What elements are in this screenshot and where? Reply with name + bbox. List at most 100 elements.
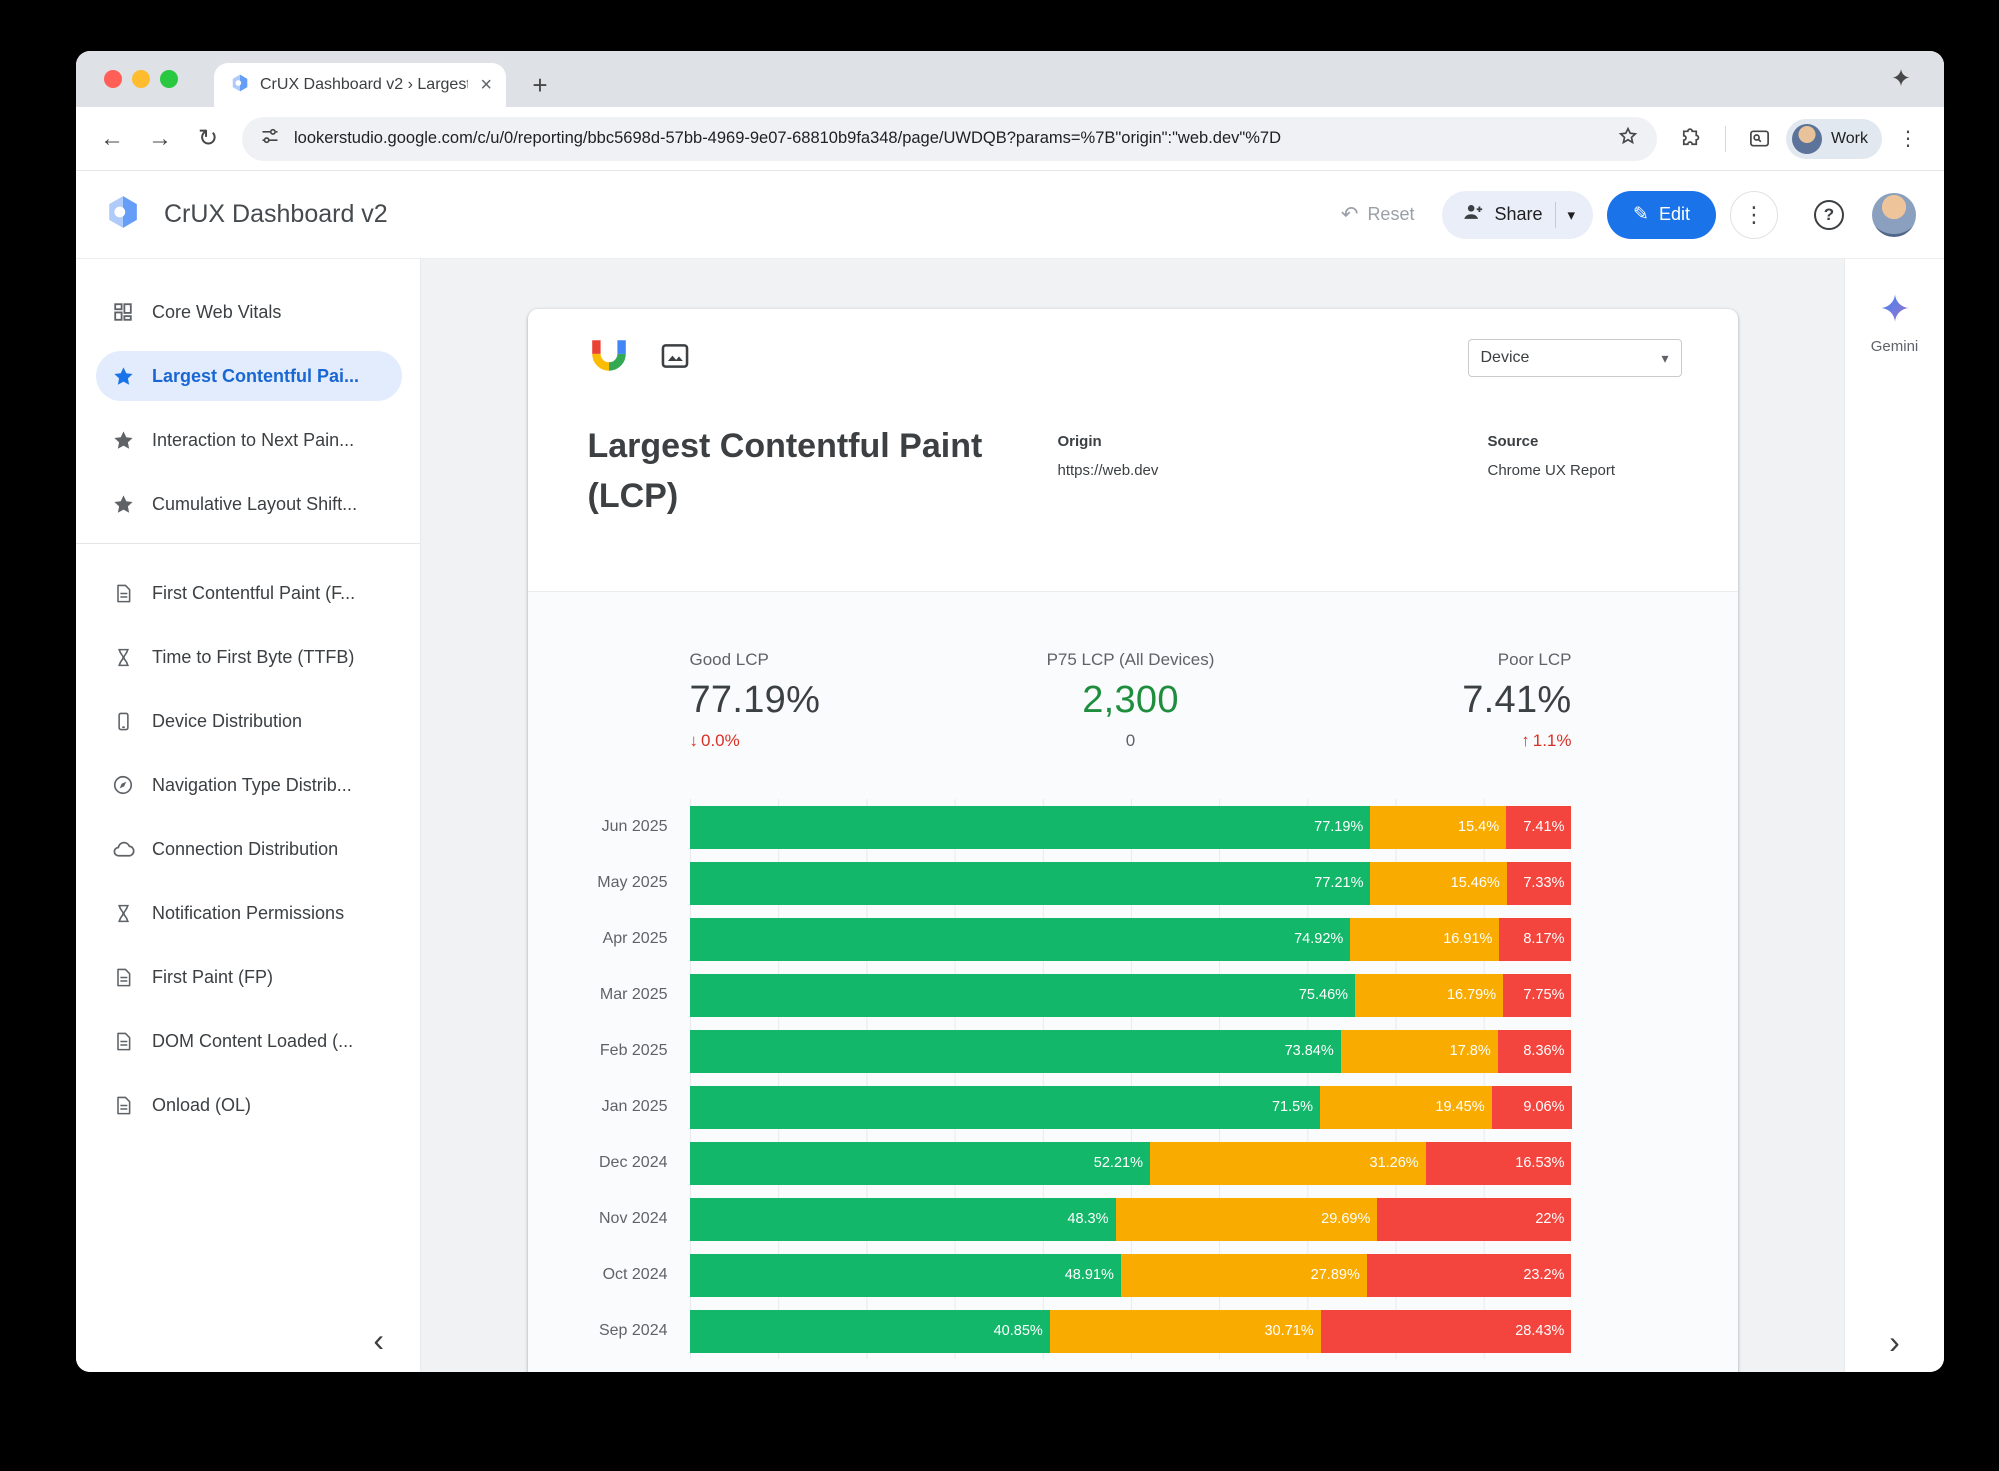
share-caret-icon[interactable]: ▾ bbox=[1567, 206, 1576, 224]
bar-segment-poor[interactable]: 23.2% bbox=[1366, 1253, 1572, 1297]
bar-segment-needs-improvement[interactable]: 31.26% bbox=[1149, 1141, 1426, 1185]
bar-track: 71.5% 19.45% 9.06% bbox=[689, 1085, 1572, 1129]
origin-block: Origin https://web.dev bbox=[1058, 421, 1488, 521]
bar-value-label: 7.33% bbox=[1523, 875, 1565, 891]
gemini-icon[interactable] bbox=[1880, 293, 1910, 328]
sidebar-item[interactable]: First Contentful Paint (F... bbox=[96, 568, 402, 618]
bar-segment-poor[interactable]: 16.53% bbox=[1425, 1141, 1572, 1185]
bar-segment-poor[interactable]: 8.17% bbox=[1499, 917, 1572, 961]
sidebar-item[interactable]: Notification Permissions bbox=[96, 888, 402, 938]
bar-segment-good[interactable]: 77.19% bbox=[689, 805, 1371, 849]
back-button[interactable]: ← bbox=[100, 124, 124, 152]
window-controls bbox=[104, 70, 178, 88]
bar-segment-poor[interactable]: 7.41% bbox=[1506, 805, 1572, 849]
bar-segment-needs-improvement[interactable]: 19.45% bbox=[1320, 1085, 1492, 1129]
bar-segment-poor[interactable]: 7.75% bbox=[1503, 973, 1572, 1017]
bar-segment-needs-improvement[interactable]: 27.89% bbox=[1120, 1253, 1367, 1297]
account-avatar[interactable] bbox=[1872, 192, 1916, 237]
bar-segment-poor[interactable]: 8.36% bbox=[1497, 1029, 1572, 1073]
bar-segment-needs-improvement[interactable]: 15.46% bbox=[1370, 861, 1507, 905]
bar-segment-good[interactable]: 52.21% bbox=[689, 1141, 1150, 1185]
bar-segment-good[interactable]: 77.21% bbox=[689, 861, 1371, 905]
bar-value-label: 74.92% bbox=[1294, 931, 1344, 947]
bar-segment-good[interactable]: 75.46% bbox=[689, 973, 1356, 1017]
sidebar-item[interactable]: Core Web Vitals bbox=[96, 287, 402, 337]
url-bar[interactable]: lookerstudio.google.com/c/u/0/reporting/… bbox=[242, 116, 1657, 161]
bar-segment-needs-improvement[interactable]: 29.69% bbox=[1115, 1197, 1378, 1241]
bar-track: 77.19% 15.4% 7.41% bbox=[689, 805, 1572, 849]
sidebar-item[interactable]: Navigation Type Distrib... bbox=[96, 760, 402, 810]
scorecard-label: P75 LCP (All Devices) bbox=[1046, 650, 1215, 669]
sidebar-item[interactable]: First Paint (FP) bbox=[96, 952, 402, 1002]
sidebar-item[interactable]: Cumulative Layout Shift... bbox=[96, 479, 402, 529]
browser-menu-kebab-icon[interactable]: ⋮ bbox=[1898, 128, 1918, 150]
dropdown-caret-icon: ▾ bbox=[1661, 349, 1669, 366]
edit-button[interactable]: ✎ Edit bbox=[1607, 190, 1716, 239]
bar-segment-poor[interactable]: 7.33% bbox=[1506, 861, 1572, 905]
doc-icon bbox=[111, 1093, 135, 1117]
gemini-rail: Gemini › bbox=[1844, 259, 1944, 1372]
bar-segment-good[interactable]: 73.84% bbox=[689, 1029, 1341, 1073]
bar-segment-good[interactable]: 74.92% bbox=[689, 917, 1351, 961]
site-info-icon[interactable] bbox=[260, 126, 280, 151]
chart-row: Sep 2024 40.85% 30.71% 28.43% bbox=[599, 1303, 1572, 1359]
category-label: Feb 2025 bbox=[599, 1042, 668, 1059]
scorecard-delta: ↑ 1.1% bbox=[1521, 731, 1572, 750]
category-label: Sep 2024 bbox=[598, 1322, 668, 1339]
new-tab-button[interactable]: + bbox=[532, 70, 548, 100]
star-icon bbox=[111, 428, 135, 452]
reset-button[interactable]: ↶ Reset bbox=[1340, 203, 1415, 226]
profile-chip[interactable]: Work bbox=[1785, 118, 1882, 159]
extensions-icon[interactable] bbox=[1669, 117, 1713, 161]
bar-value-label: 28.43% bbox=[1515, 1323, 1565, 1339]
sidebar-item[interactable]: Onload (OL) bbox=[96, 1080, 402, 1130]
app-title: CrUX Dashboard v2 bbox=[164, 200, 388, 228]
bar-track: 40.85% 30.71% 28.43% bbox=[689, 1309, 1572, 1353]
bar-segment-needs-improvement[interactable]: 16.79% bbox=[1355, 973, 1504, 1017]
bar-segment-needs-improvement[interactable]: 16.91% bbox=[1350, 917, 1500, 961]
bar-value-label: 7.75% bbox=[1523, 987, 1565, 1003]
lcp-stacked-bar-chart: Jun 2025 77.19% 15.4% 7.41% May 2025 77.21% 15… bbox=[528, 799, 1738, 1372]
bar-segment-needs-improvement[interactable]: 17.8% bbox=[1340, 1029, 1498, 1073]
bar-segment-needs-improvement[interactable]: 15.4% bbox=[1370, 805, 1507, 849]
looker-studio-logo[interactable] bbox=[104, 193, 142, 236]
bar-segment-poor[interactable]: 22% bbox=[1377, 1197, 1572, 1241]
bar-value-label: 7.41% bbox=[1523, 819, 1565, 835]
sparkle-icon[interactable] bbox=[1890, 67, 1912, 94]
reload-button[interactable]: ↻ bbox=[197, 125, 219, 152]
sidebar-item[interactable]: Time to First Byte (TTFB) bbox=[96, 632, 402, 682]
bar-segment-good[interactable]: 48.3% bbox=[689, 1197, 1116, 1241]
tab-strip: CrUX Dashboard v2 › Largest × + bbox=[76, 51, 1944, 107]
scorecard-label: Good LCP bbox=[689, 650, 769, 669]
bar-segment-poor[interactable]: 28.43% bbox=[1320, 1309, 1572, 1353]
bar-segment-good[interactable]: 71.5% bbox=[689, 1085, 1321, 1129]
sidebar-item[interactable]: Device Distribution bbox=[96, 696, 402, 746]
expand-panel-chevron-icon[interactable]: › bbox=[1889, 1324, 1900, 1360]
sidebar-item-label: Time to First Byte (TTFB) bbox=[152, 646, 355, 667]
minimize-window-button[interactable] bbox=[132, 70, 150, 88]
scorecards: Good LCP 77.19% ↓ 0.0% P75 LCP (All Devi… bbox=[690, 650, 1572, 751]
sidebar-item[interactable]: DOM Content Loaded (... bbox=[96, 1016, 402, 1066]
help-icon[interactable]: ? bbox=[1814, 199, 1844, 230]
collapse-sidebar-chevron-icon[interactable]: ‹ bbox=[373, 1322, 384, 1358]
sidebar-item[interactable]: Connection Distribution bbox=[96, 824, 402, 874]
report-menu-kebab-icon[interactable]: ⋮ bbox=[1730, 190, 1778, 239]
bar-segment-poor[interactable]: 9.06% bbox=[1491, 1085, 1572, 1129]
bar-segment-good[interactable]: 40.85% bbox=[689, 1309, 1050, 1353]
bar-value-label: 16.53% bbox=[1515, 1155, 1565, 1171]
sidebar-item-label: Largest Contentful Pai... bbox=[152, 365, 360, 386]
browser-tab[interactable]: CrUX Dashboard v2 › Largest × bbox=[214, 63, 506, 107]
forward-button[interactable]: → bbox=[148, 124, 172, 152]
zoom-window-button[interactable] bbox=[160, 70, 178, 88]
side-panel-icon[interactable] bbox=[1738, 117, 1782, 161]
sidebar-item[interactable]: Largest Contentful Pai... bbox=[96, 351, 402, 401]
close-window-button[interactable] bbox=[104, 70, 122, 88]
bar-segment-needs-improvement[interactable]: 30.71% bbox=[1049, 1309, 1321, 1353]
close-tab-icon[interactable]: × bbox=[480, 74, 492, 96]
device-filter-dropdown[interactable]: Device ▾ bbox=[1467, 339, 1682, 377]
bar-segment-good[interactable]: 48.91% bbox=[689, 1253, 1121, 1297]
share-button[interactable]: Share ▾ bbox=[1442, 190, 1594, 239]
report-title: Largest Contentful Paint (LCP) bbox=[587, 427, 983, 515]
bookmark-star-icon[interactable] bbox=[1617, 125, 1639, 152]
sidebar-item[interactable]: Interaction to Next Pain... bbox=[96, 415, 402, 465]
